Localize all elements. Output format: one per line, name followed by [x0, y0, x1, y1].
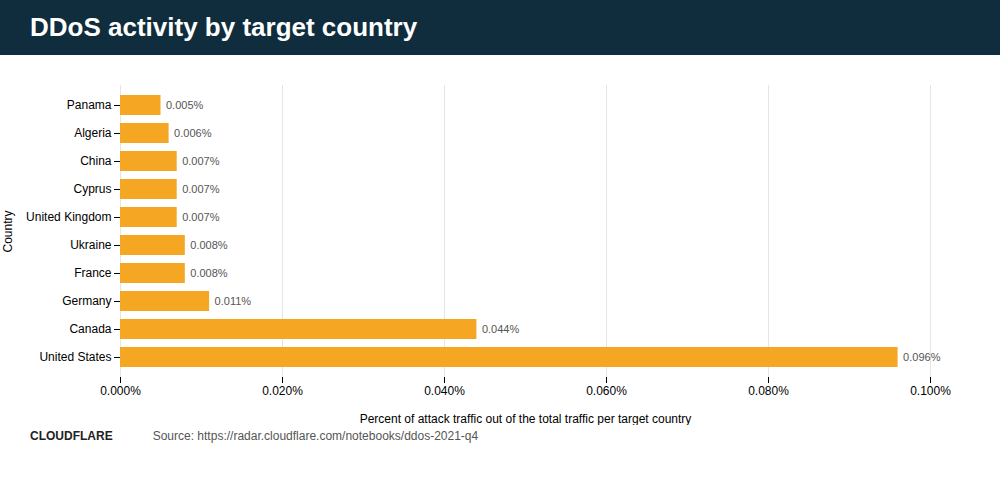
svg-text:0.007%: 0.007%	[182, 183, 220, 195]
svg-text:Ukraine: Ukraine	[70, 238, 112, 252]
svg-text:Germany: Germany	[62, 294, 111, 308]
svg-text:0.008%: 0.008%	[190, 239, 228, 251]
svg-text:0.011%: 0.011%	[215, 295, 252, 307]
svg-text:0.006%: 0.006%	[174, 127, 212, 139]
svg-text:0.080%: 0.080%	[748, 384, 789, 398]
html-text:Source: https://radar.cloudfla: Source: https://radar.cloudflare.com/not…	[152, 429, 479, 443]
svg-text:Canada: Canada	[69, 322, 111, 336]
svg-text:0.060%: 0.060%	[586, 384, 627, 398]
svg-text:0.000%: 0.000%	[100, 384, 141, 398]
svg-text:0.008%: 0.008%	[190, 267, 228, 279]
html-text:CLOUDFLARE: CLOUDFLARE	[30, 429, 113, 443]
svg-text:0.096%: 0.096%	[903, 351, 941, 363]
svg-text:0.007%: 0.007%	[182, 211, 220, 223]
svg-text:0.044%: 0.044%	[482, 323, 520, 335]
svg-text:Cyprus: Cyprus	[73, 182, 111, 196]
svg-text:Panama: Panama	[67, 98, 112, 112]
svg-text:0.040%: 0.040%	[424, 384, 465, 398]
svg-text:0.005%: 0.005%	[166, 99, 204, 111]
svg-text:France: France	[74, 266, 112, 280]
svg-text:Percent of attack traffic out: Percent of attack traffic out of the tot…	[360, 412, 692, 426]
svg-text:China: China	[80, 154, 112, 168]
html-text:DDoS activity by target countr: DDoS activity by target country	[30, 12, 418, 42]
svg-text:United Kingdom: United Kingdom	[26, 210, 111, 224]
svg-text:0.020%: 0.020%	[262, 384, 303, 398]
svg-text:United States: United States	[39, 350, 111, 364]
svg-text:0.007%: 0.007%	[182, 155, 220, 167]
svg-text:0.100%: 0.100%	[910, 384, 951, 398]
svg-text:Algeria: Algeria	[74, 126, 112, 140]
svg-text:Country: Country	[1, 210, 15, 252]
